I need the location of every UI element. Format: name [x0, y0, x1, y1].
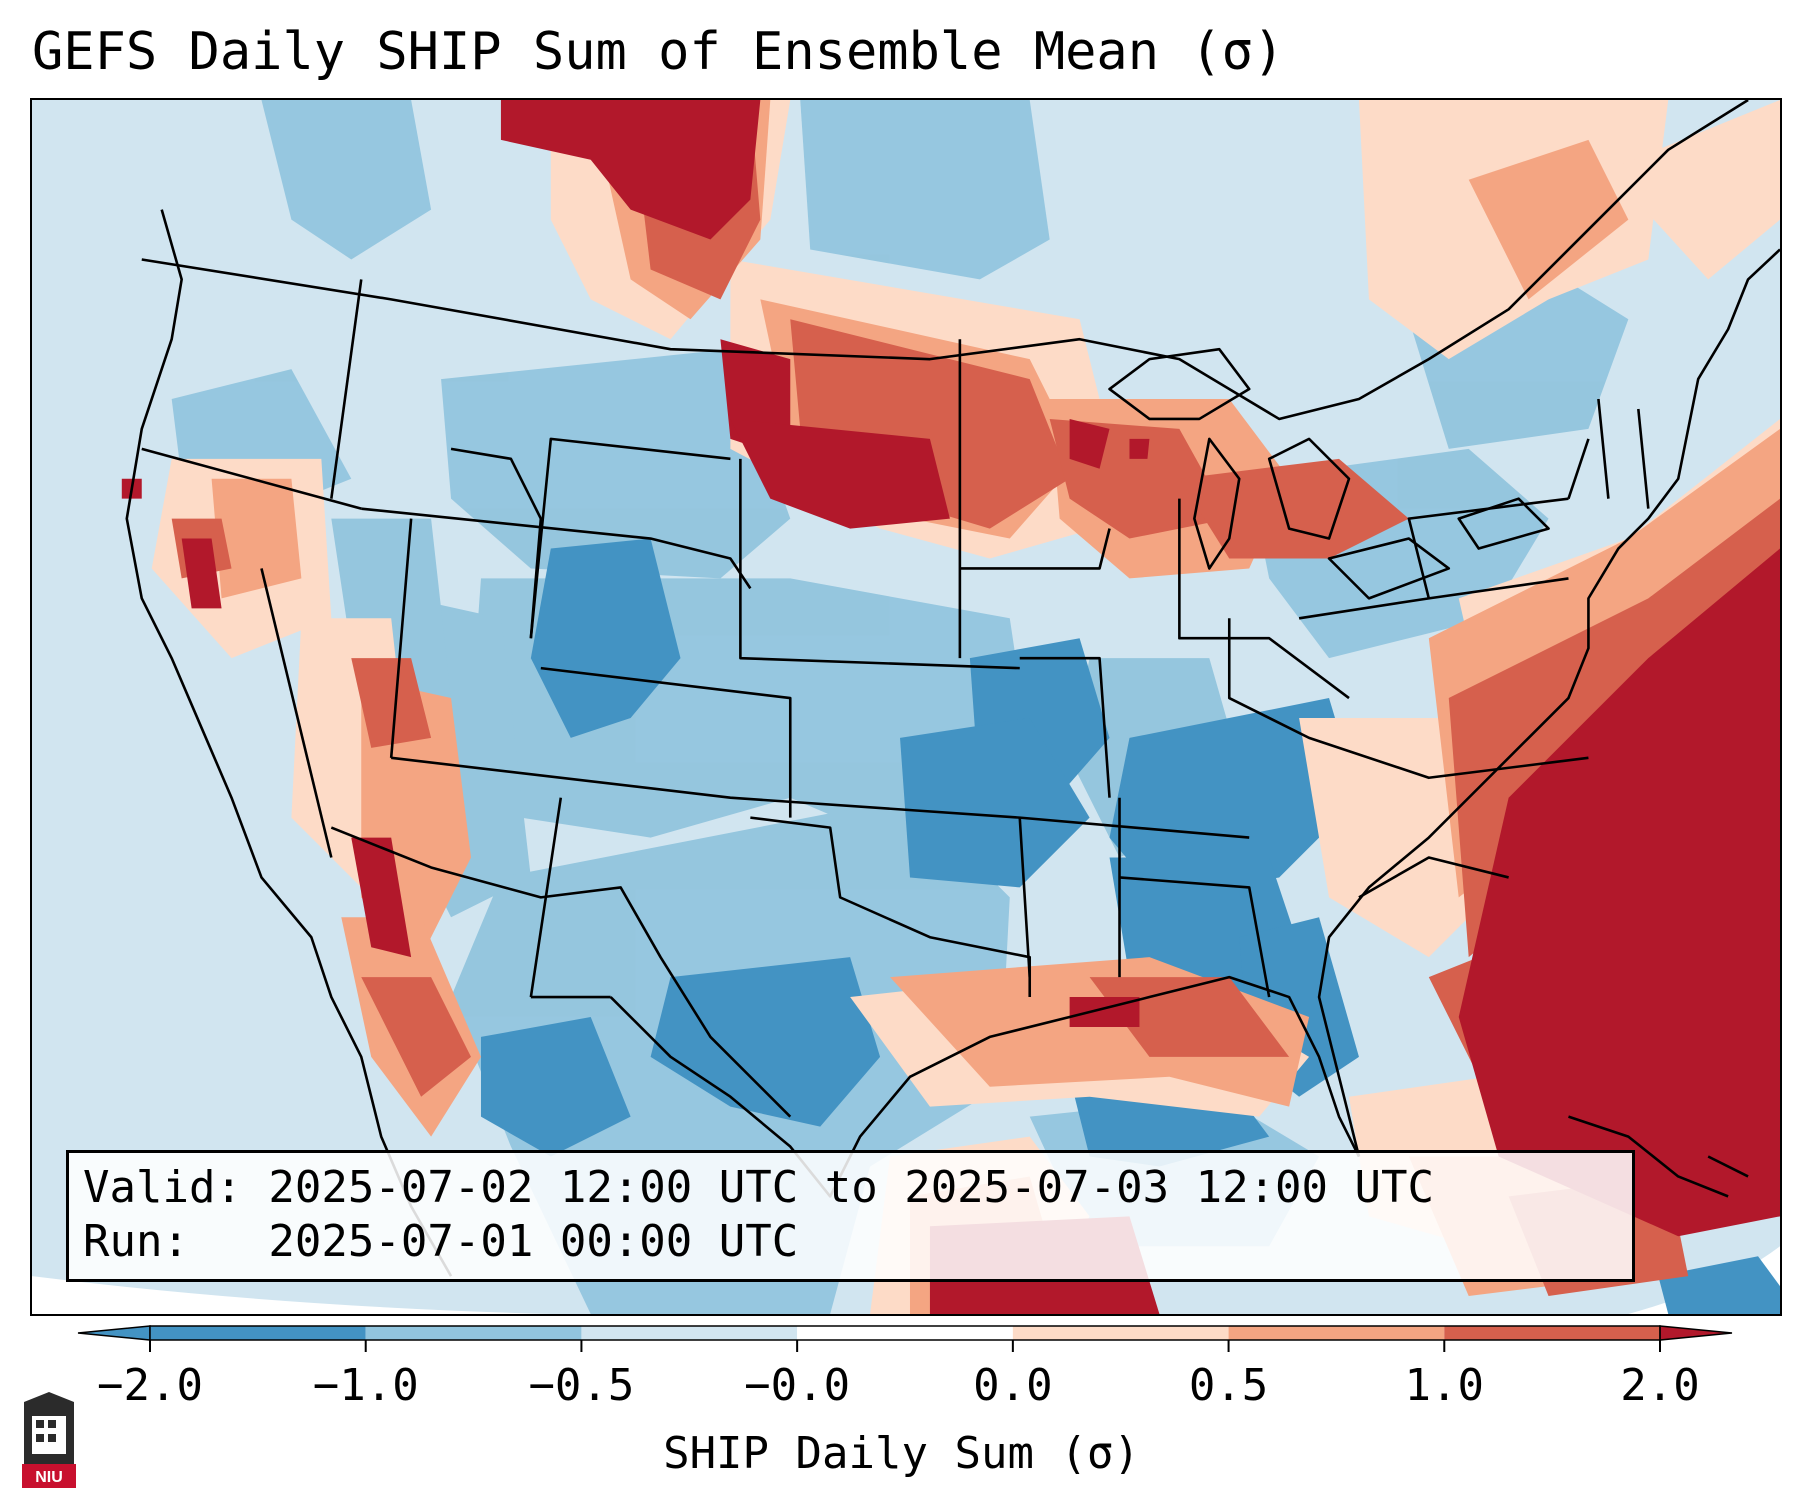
colorbar-extend-low	[77, 1325, 151, 1341]
map-panel	[30, 98, 1782, 1316]
colorbar-segment	[1012, 1326, 1229, 1340]
map-title: GEFS Daily SHIP Sum of Ensemble Mean (σ)	[32, 22, 1285, 82]
colorbar-tick-label: −0.5	[528, 1360, 635, 1411]
validity-info-box: Valid: 2025-07-02 12:00 UTC to 2025-07-0…	[66, 1150, 1635, 1282]
colorbar-label: SHIP Daily Sum (σ)	[663, 1428, 1140, 1479]
colorbar-segment	[365, 1326, 582, 1340]
niu-logo: NIU	[22, 1392, 76, 1488]
colorbar-tick-label: 2.0	[1620, 1360, 1700, 1411]
colorbar-tick-label: −1.0	[312, 1360, 419, 1411]
anomaly-map	[32, 100, 1780, 1314]
colorbar-segment	[1228, 1326, 1445, 1340]
svg-text:NIU: NIU	[35, 1469, 63, 1486]
run-time-text: Run: 2025-07-01 00:00 UTC	[83, 1216, 799, 1267]
colorbar-bar	[77, 1325, 1733, 1352]
valid-time-text: Valid: 2025-07-02 12:00 UTC to 2025-07-0…	[83, 1162, 1435, 1213]
colorbar-tick-label: −2.0	[97, 1360, 203, 1411]
colorbar-extend-high	[1659, 1325, 1733, 1341]
colorbar-segment	[1444, 1326, 1660, 1340]
colorbar-segment	[797, 1326, 1013, 1340]
colorbar-tick-label: 1.0	[1404, 1360, 1485, 1411]
colorbar-segment	[150, 1326, 366, 1340]
colorbar	[0, 1318, 1803, 1478]
colorbar-tick-label: −0.0	[744, 1360, 851, 1411]
colorbar-segment	[581, 1326, 798, 1340]
colorbar-tick-label: 0.5	[1188, 1360, 1269, 1411]
colorbar-tick-label: 0.0	[973, 1360, 1053, 1411]
